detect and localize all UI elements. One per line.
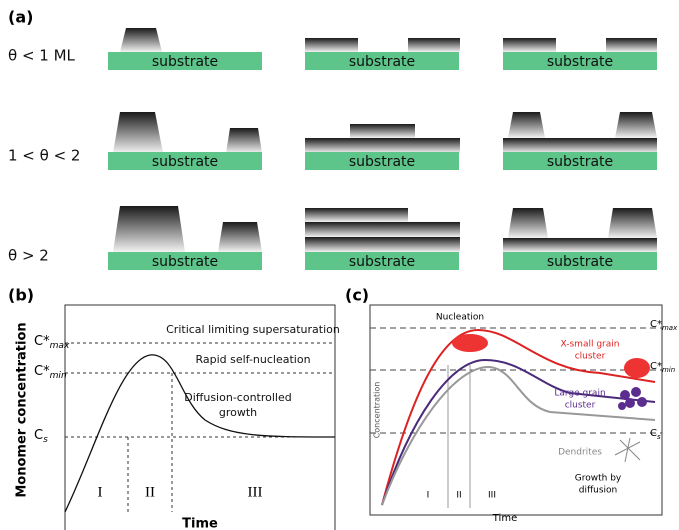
dendrite	[614, 437, 641, 463]
level-symbol: C*	[650, 319, 662, 330]
cluster	[452, 334, 650, 378]
annotation: Rapid self-nucleation	[195, 353, 310, 366]
substrate-label: substrate	[152, 54, 218, 70]
annotation: Dendrites	[558, 448, 602, 458]
level-label: C*max	[34, 334, 70, 351]
substrate	[305, 152, 459, 170]
level-symbol: C*	[650, 361, 662, 372]
substrate	[503, 152, 657, 170]
substrate-label: substrate	[547, 254, 613, 270]
level-subscript: min	[50, 371, 67, 381]
substrate-label: substrate	[349, 154, 415, 170]
level-symbol: C	[650, 428, 657, 439]
panel-label: (b)	[8, 286, 34, 305]
plot-frame	[369, 304, 663, 516]
level-subscript: max	[662, 324, 678, 332]
y-label: Monomer concentration	[15, 322, 30, 497]
stage: I	[98, 484, 103, 500]
substrate-label: substrate	[349, 254, 415, 270]
substrate-label: substrate	[152, 154, 218, 170]
annotation: growth	[219, 406, 257, 419]
substrate	[108, 152, 262, 170]
plot-frame	[64, 304, 336, 530]
substrate	[305, 252, 459, 270]
substrate-label: substrate	[152, 254, 218, 270]
x-label: Time	[182, 517, 218, 530]
annotation: Large grain	[554, 389, 605, 399]
level-label: Cs	[34, 428, 48, 445]
row-label: θ < 1 ML	[8, 47, 76, 65]
level-symbol: C	[34, 428, 43, 443]
level-symbol: C*	[34, 364, 50, 379]
substrate-label: substrate	[547, 54, 613, 70]
level-subscript: s	[657, 433, 661, 441]
y-label: Concentration	[373, 382, 382, 439]
annotation: diffusion	[579, 486, 618, 496]
substrate	[305, 52, 459, 70]
stage: III	[488, 491, 496, 501]
guides	[370, 327, 662, 434]
annotation: Critical limiting supersaturation	[166, 323, 340, 336]
level-subscript: min	[662, 366, 675, 374]
annotation: Diffusion-controlled	[184, 391, 291, 404]
level-subscript: max	[50, 341, 70, 351]
stage: II	[456, 491, 461, 501]
level-label: Cs	[650, 428, 661, 441]
annotation: Growth by	[575, 474, 622, 484]
level-symbol: C*	[34, 334, 50, 349]
panel-label: (c)	[345, 286, 369, 305]
substrate	[503, 52, 657, 70]
level-label: C*max	[650, 319, 678, 332]
curve	[381, 328, 656, 506]
substrate-label: substrate	[349, 54, 415, 70]
stage: II	[145, 484, 155, 500]
annotation: cluster	[565, 401, 596, 411]
row-label: θ > 2	[8, 247, 49, 265]
annotation: X-small grain	[561, 340, 620, 350]
panel-label: (a)	[8, 8, 33, 27]
annotation: Nucleation	[436, 313, 484, 323]
islands	[113, 28, 657, 252]
substrate-label: substrate	[547, 154, 613, 170]
annotation: cluster	[575, 352, 606, 362]
substrate	[108, 252, 262, 270]
level-subscript: s	[43, 435, 48, 445]
row-label: 1 < θ < 2	[8, 147, 80, 165]
stage: III	[248, 484, 263, 500]
stage: I	[427, 491, 430, 501]
cluster	[618, 387, 647, 410]
level-label: C*min	[34, 364, 67, 381]
guides	[65, 342, 335, 512]
curve	[381, 358, 656, 506]
curve	[64, 354, 336, 513]
curve	[381, 365, 656, 506]
x-label: Time	[492, 513, 517, 524]
substrate	[108, 52, 262, 70]
substrate	[503, 252, 657, 270]
level-label: C*min	[650, 361, 675, 374]
